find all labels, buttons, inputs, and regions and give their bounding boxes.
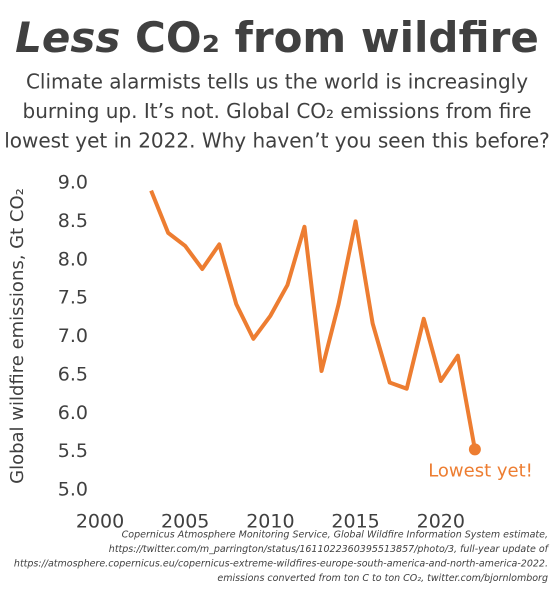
x-tick-label: 2005: [161, 511, 209, 533]
y-tick-label: 5.0: [58, 479, 88, 501]
y-tick-label: 6.0: [58, 402, 88, 424]
y-axis-label: Global wildfire emissions, Gt CO₂: [7, 188, 28, 484]
y-tick-label: 8.5: [58, 210, 88, 232]
y-tick-label: 8.0: [58, 248, 88, 270]
subtitle-line: lowest yet in 2022. Why haven’t you seen…: [4, 129, 550, 153]
y-tick-label: 6.5: [58, 363, 88, 385]
source-line: https://atmosphere.copernicus.eu/coperni…: [14, 559, 548, 570]
x-tick-label: 2010: [246, 511, 294, 533]
x-tick-label: 2015: [331, 511, 379, 533]
y-tick-label: 7.5: [58, 287, 88, 309]
source-line: emissions converted from ton C to ton CO…: [217, 573, 548, 584]
y-tick-label: 5.5: [58, 440, 88, 462]
chart-title: Less CO₂ from wildfire: [15, 13, 539, 62]
title-rest: CO₂ from wildfire: [135, 13, 539, 62]
y-tick-label: 9.0: [58, 172, 88, 194]
subtitle-line: burning up. It’s not. Global CO₂ emissio…: [23, 99, 532, 123]
x-tick-label: 2020: [417, 511, 465, 533]
source-line: Copernicus Atmosphere Monitoring Service…: [122, 530, 548, 541]
title-emphasis: Less: [15, 13, 120, 62]
y-tick-label: 7.0: [58, 325, 88, 347]
end-marker: [468, 443, 481, 456]
x-tick-label: 2000: [76, 511, 124, 533]
series-line: [149, 189, 477, 450]
source-line: https://twitter.com/m_parrington/status/…: [109, 544, 550, 555]
subtitle-line: Climate alarmists tells us the world is …: [26, 70, 528, 94]
annotation: Lowest yet!: [428, 460, 533, 481]
